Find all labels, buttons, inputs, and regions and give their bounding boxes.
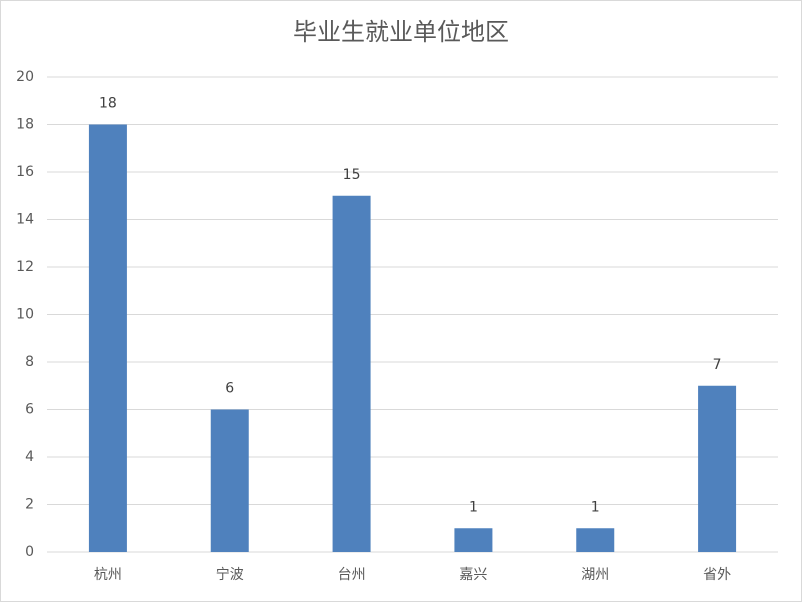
x-tick-label: 台州	[338, 567, 366, 583]
x-tick-label: 宁波	[216, 566, 244, 583]
y-tick-label: 8	[25, 354, 34, 370]
y-tick-label: 0	[25, 544, 34, 560]
y-tick-label: 20	[16, 69, 34, 85]
y-tick-label: 10	[16, 307, 34, 323]
bar	[576, 528, 615, 552]
value-label: 6	[225, 381, 234, 397]
bar	[332, 195, 371, 552]
value-label: 1	[591, 499, 600, 515]
y-tick-label: 14	[16, 212, 34, 228]
y-tick-label: 4	[25, 449, 34, 465]
y-tick-label: 6	[25, 402, 34, 418]
bar	[454, 528, 493, 552]
value-label: 18	[99, 96, 117, 112]
value-label: 7	[713, 357, 722, 373]
x-tick-label: 省外	[703, 567, 731, 583]
y-tick-label: 16	[16, 164, 34, 180]
bar	[698, 385, 737, 552]
y-tick-label: 18	[16, 117, 34, 133]
bar	[88, 124, 127, 552]
y-tick-label: 2	[25, 497, 34, 513]
x-tick-label: 杭州	[94, 567, 122, 583]
chart-title: 毕业生就业单位地区	[293, 18, 509, 46]
value-label: 1	[469, 499, 478, 515]
x-tick-label: 湖州	[581, 567, 609, 583]
y-tick-label: 12	[16, 259, 34, 275]
x-tick-label: 嘉兴	[459, 567, 487, 583]
value-label: 15	[343, 167, 361, 183]
bar	[210, 409, 249, 552]
